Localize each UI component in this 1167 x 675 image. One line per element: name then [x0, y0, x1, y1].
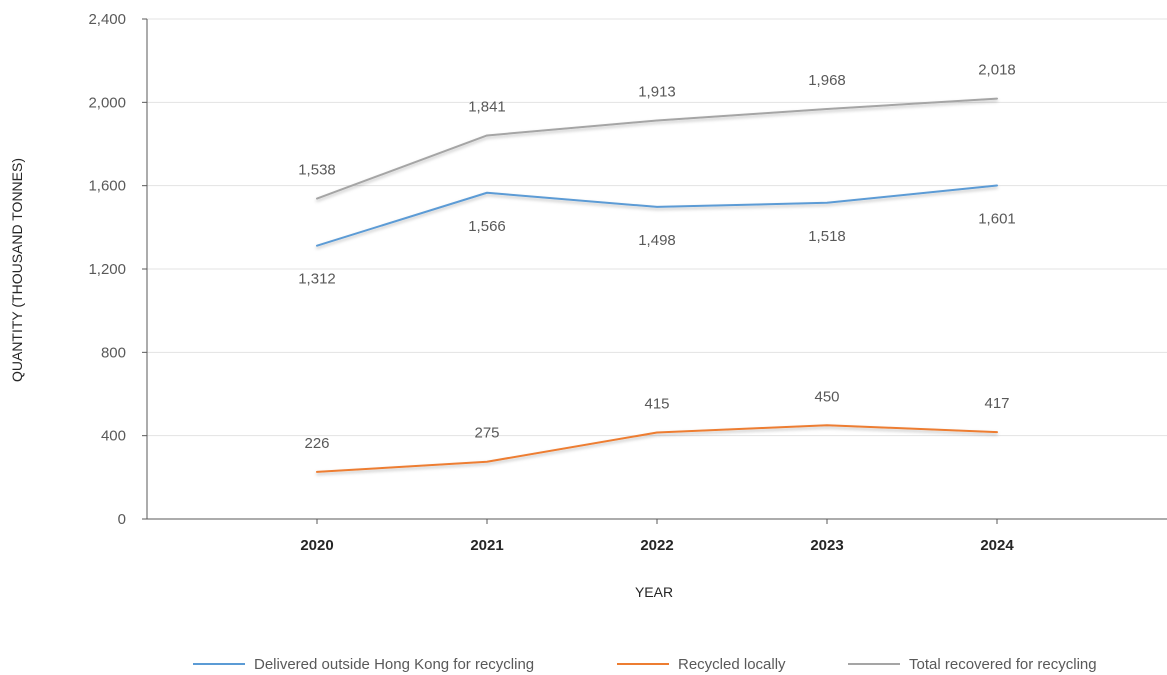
y-tick-label: 2,000: [88, 94, 126, 111]
data-label: 226: [304, 435, 329, 452]
legend-label: Recycled locally: [678, 656, 786, 673]
data-label: 1,518: [808, 228, 846, 245]
data-label: 2,018: [978, 62, 1016, 79]
data-label: 1,498: [638, 232, 676, 249]
x-tick-label: 2024: [980, 537, 1014, 554]
axes: [142, 18, 1167, 524]
data-label: 417: [984, 395, 1009, 412]
data-label: 1,312: [298, 271, 336, 288]
data-label: 275: [474, 425, 499, 442]
legend-label: Total recovered for recycling: [909, 656, 1097, 673]
y-tick-label: 800: [101, 344, 126, 361]
y-tick-label: 2,400: [88, 11, 126, 28]
series-line-1: [316, 424, 998, 473]
y-tick-label: 400: [101, 428, 126, 445]
y-tick-labels: 0 400 800 1,200 1,600 2,000 2,400: [88, 11, 126, 528]
series-line-0: [316, 184, 998, 247]
gridlines: [147, 18, 1167, 437]
data-label: 415: [644, 396, 669, 413]
data-label: 1,566: [468, 218, 506, 235]
data-label: 450: [814, 388, 839, 405]
data-label: 1,841: [468, 98, 506, 115]
y-tick-label: 0: [118, 511, 126, 528]
x-tick-label: 2023: [810, 537, 843, 554]
y-tick-label: 1,200: [88, 261, 126, 278]
data-label: 1,538: [298, 162, 336, 179]
legend-label: Delivered outside Hong Kong for recyclin…: [254, 656, 534, 673]
data-label: 1,968: [808, 72, 846, 89]
data-label: 1,601: [978, 210, 1016, 227]
y-axis-title: QUANTITY (THOUSAND TONNES): [9, 158, 25, 382]
x-axis-title: YEAR: [635, 584, 673, 600]
x-tick-label: 2020: [300, 537, 333, 554]
series-lines: [316, 97, 998, 473]
x-tick-label: 2022: [640, 537, 673, 554]
y-tick-label: 1,600: [88, 178, 126, 195]
legend: Delivered outside Hong Kong for recyclin…: [193, 656, 1097, 673]
data-label: 1,913: [638, 83, 676, 100]
series-line-2: [316, 97, 998, 200]
x-tick-labels: 2020 2021 2022 2023 2024: [300, 537, 1014, 554]
x-tick-label: 2021: [470, 537, 503, 554]
data-labels: 1,312 1,566 1,498 1,518 1,601 226 275 415 450 417…: [298, 62, 1016, 452]
